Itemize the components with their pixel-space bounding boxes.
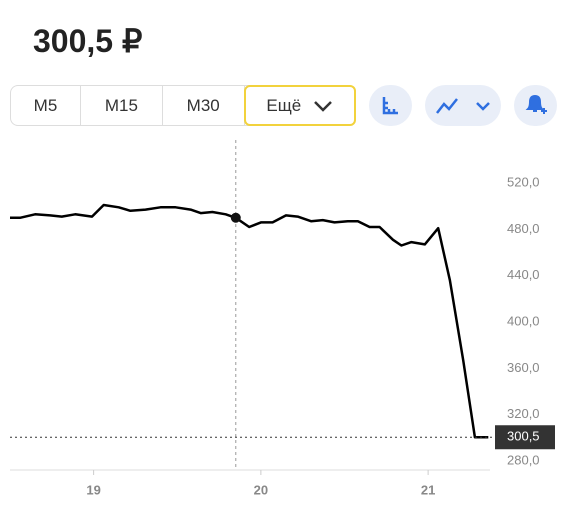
x-tick-label: 21: [421, 482, 435, 497]
tab-more[interactable]: Ещё: [243, 85, 357, 126]
x-tick-label: 19: [86, 482, 100, 497]
bell-icon: [525, 94, 547, 114]
y-tick-label: 320,0: [507, 406, 540, 421]
price: 300,5 ₽: [33, 23, 143, 59]
tab[interactable]: M5: [11, 86, 81, 125]
alert-button[interactable]: [514, 85, 557, 126]
hover-point: [230, 212, 241, 223]
last-value-box: [495, 425, 555, 450]
y-tick-label: 280,0: [507, 452, 540, 467]
last-value-label: 300,5: [507, 429, 540, 444]
price-line: [10, 203, 489, 439]
tab-label: Ещё: [266, 95, 302, 115]
y-tick-label: 440,0: [507, 267, 540, 282]
tab[interactable]: M15: [81, 86, 163, 125]
interval-tabs: M5 M15 M30 Ещё: [10, 85, 357, 126]
chevron: [314, 100, 333, 112]
ruler-icon: [382, 97, 398, 115]
y-tick-label: 400,0: [507, 313, 540, 328]
y-tick-label: 520,0: [507, 174, 540, 189]
y-tick-label: 480,0: [507, 221, 540, 236]
ruler-button[interactable]: [369, 85, 412, 126]
chart-type-icon: [436, 98, 490, 114]
tab[interactable]: M30: [163, 86, 245, 125]
y-tick-label: 360,0: [507, 360, 540, 375]
chart-type-button[interactable]: [425, 85, 501, 126]
x-tick-label: 20: [254, 482, 268, 497]
